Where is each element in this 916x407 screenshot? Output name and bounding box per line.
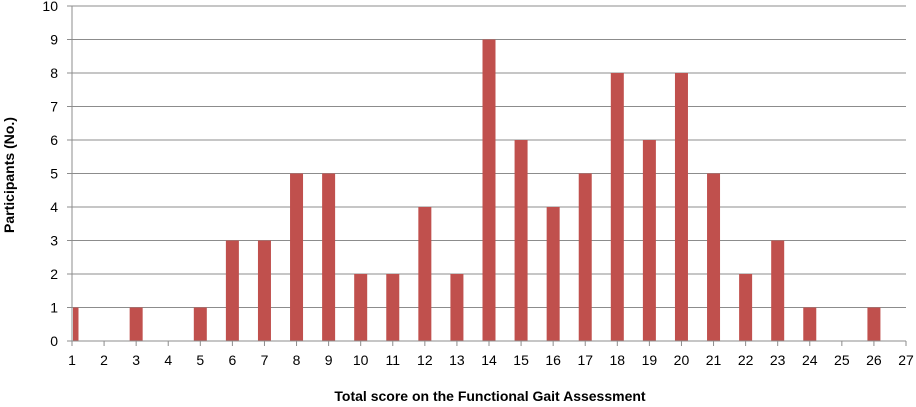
x-tick-label: 14 bbox=[481, 352, 497, 368]
bar-14 bbox=[482, 39, 496, 341]
x-tick-label: 23 bbox=[770, 352, 786, 368]
y-tick-label: 6 bbox=[50, 132, 58, 148]
y-tick-label: 3 bbox=[50, 233, 58, 249]
x-tick-label: 26 bbox=[866, 352, 882, 368]
bar-22 bbox=[739, 274, 753, 341]
x-tick-label: 19 bbox=[642, 352, 658, 368]
bar-12 bbox=[418, 207, 432, 341]
x-tick-label: 24 bbox=[802, 352, 818, 368]
bar-15 bbox=[514, 140, 528, 341]
bar-24 bbox=[803, 307, 817, 341]
bar-10 bbox=[354, 274, 368, 341]
bar-9 bbox=[322, 173, 336, 341]
x-tick-label: 16 bbox=[545, 352, 561, 368]
x-tick-label: 17 bbox=[577, 352, 593, 368]
bar-11 bbox=[386, 274, 400, 341]
bar-21 bbox=[707, 173, 721, 341]
bar-26 bbox=[867, 307, 881, 341]
y-tick-label: 1 bbox=[50, 300, 58, 316]
bar-3 bbox=[129, 307, 143, 341]
y-axis-title: Participants (No.) bbox=[1, 117, 17, 233]
bar-18 bbox=[610, 73, 624, 341]
y-tick-label: 2 bbox=[50, 266, 58, 282]
bar-7 bbox=[257, 240, 271, 341]
x-tick-label: 8 bbox=[293, 352, 301, 368]
bar-13 bbox=[450, 274, 464, 341]
y-tick-label: 4 bbox=[50, 199, 58, 215]
bar-20 bbox=[674, 73, 688, 341]
x-tick-label: 4 bbox=[164, 352, 172, 368]
y-tick-label: 10 bbox=[42, 0, 58, 14]
x-tick-label: 11 bbox=[385, 352, 400, 368]
bar-5 bbox=[193, 307, 207, 341]
y-tick-label: 0 bbox=[50, 333, 58, 349]
bar-8 bbox=[290, 173, 304, 341]
x-axis-title: Total score on the Functional Gait Asses… bbox=[334, 388, 646, 402]
x-tick-label: 25 bbox=[834, 352, 850, 368]
x-tick-label: 27 bbox=[898, 352, 914, 368]
bar-16 bbox=[546, 207, 560, 341]
x-tick-label: 10 bbox=[353, 352, 369, 368]
y-tick-label: 5 bbox=[50, 166, 58, 182]
x-tick-label: 2 bbox=[100, 352, 108, 368]
bar-1 bbox=[73, 307, 79, 341]
x-tick-label: 1 bbox=[68, 352, 76, 368]
x-tick-label: 9 bbox=[325, 352, 333, 368]
y-tick-label: 7 bbox=[50, 99, 58, 115]
x-tick-label: 21 bbox=[706, 352, 722, 368]
y-tick-label: 9 bbox=[50, 32, 58, 48]
bar-6 bbox=[225, 240, 239, 341]
x-tick-labels: 1 2 3 4 5 6 7 8 9 10 11 12 13 14 15 16 17 18 19 20 21 22 23 24 2… bbox=[68, 352, 914, 368]
x-tick-label: 18 bbox=[610, 352, 626, 368]
x-tick-label: 15 bbox=[513, 352, 529, 368]
x-tick-label: 12 bbox=[417, 352, 433, 368]
y-tick-label: 8 bbox=[50, 65, 58, 81]
bar-17 bbox=[578, 173, 592, 341]
x-tick-label: 20 bbox=[674, 352, 690, 368]
bars bbox=[73, 39, 881, 341]
x-tick-label: 22 bbox=[738, 352, 754, 368]
x-tick-label: 3 bbox=[132, 352, 140, 368]
x-tick-label: 5 bbox=[196, 352, 204, 368]
bar-19 bbox=[642, 140, 656, 341]
axes bbox=[67, 5, 907, 346]
x-tick-label: 6 bbox=[228, 352, 236, 368]
y-tick-labels: 0 1 2 3 4 5 6 7 8 9 10 bbox=[42, 0, 58, 349]
x-tick-label: 7 bbox=[261, 352, 269, 368]
x-tick-label: 13 bbox=[449, 352, 465, 368]
bar-23 bbox=[771, 240, 785, 341]
